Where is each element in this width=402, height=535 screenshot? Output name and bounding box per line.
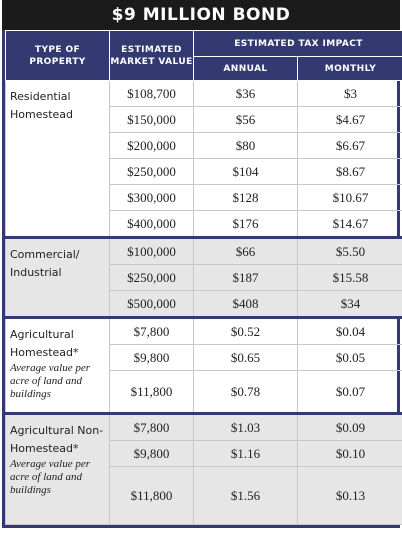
table-row: Commercial/ Industrial $100,000 $66 $5.50 bbox=[5, 236, 402, 318]
market-value-cell: $7,800 bbox=[109, 316, 194, 345]
table-row: $400,000 $176 $14.67 bbox=[6, 210, 402, 238]
monthly-tax-cell: $0.04 bbox=[297, 316, 402, 345]
monthly-tax-cell: $15.58 bbox=[297, 264, 402, 291]
annual-tax-cell: $36 bbox=[193, 80, 298, 107]
property-type-label: Commercial/ Industrial bbox=[10, 248, 80, 279]
market-value-cell: $150,000 bbox=[109, 106, 194, 133]
market-value-cell: $108,700 bbox=[109, 80, 194, 107]
header-estimated-tax-impact: ESTIMATED TAX IMPACT bbox=[193, 30, 402, 57]
table-row: $500,000 $408 $34 bbox=[6, 290, 402, 318]
table-row: Agricultural Homestead* Average value per… bbox=[5, 316, 402, 414]
table-row: $250,000 $187 $15.58 bbox=[6, 264, 402, 291]
annual-tax-cell: $128 bbox=[193, 184, 298, 211]
monthly-tax-cell: $0.09 bbox=[297, 412, 402, 441]
table-row: $11,800 $0.78 $0.07 bbox=[6, 370, 402, 414]
monthly-tax-cell: $34 bbox=[297, 290, 402, 318]
market-value-cell: $250,000 bbox=[109, 158, 194, 185]
property-type-label: Agricultural Homestead* bbox=[10, 328, 79, 359]
property-type-label: Agricultural Non-Homestead* bbox=[10, 424, 104, 455]
annual-tax-cell: $56 bbox=[193, 106, 298, 133]
annual-tax-cell: $0.65 bbox=[193, 344, 298, 371]
table-row: $250,000 $104 $8.67 bbox=[6, 158, 402, 185]
monthly-tax-cell: $0.05 bbox=[297, 344, 402, 371]
annual-tax-cell: $176 bbox=[193, 210, 298, 238]
table-row: Residential Homestead $108,700 $36 $3 bbox=[5, 80, 402, 238]
market-value-cell: $300,000 bbox=[109, 184, 194, 211]
market-value-cell: $400,000 bbox=[109, 210, 194, 238]
market-value-cell: $9,800 bbox=[109, 440, 194, 467]
annual-tax-cell: $408 bbox=[193, 290, 298, 318]
monthly-tax-cell: $10.67 bbox=[297, 184, 402, 211]
header-type-of-property: TYPE OF PROPERTY bbox=[5, 30, 110, 81]
annual-tax-cell: $104 bbox=[193, 158, 298, 185]
table-title: $9 MILLION BOND bbox=[2, 0, 400, 30]
monthly-tax-cell: $14.67 bbox=[297, 210, 402, 238]
tax-impact-table: TYPE OF PROPERTY ESTIMATED MARKET VALUE … bbox=[5, 30, 402, 525]
annual-tax-cell: $66 bbox=[193, 236, 298, 265]
table-row: $9,800 $1.16 $0.10 bbox=[6, 440, 402, 467]
monthly-tax-cell: $3 bbox=[297, 80, 402, 107]
annual-tax-cell: $80 bbox=[193, 132, 298, 159]
table-row: $300,000 $128 $10.67 bbox=[6, 184, 402, 211]
property-type-cell: Agricultural Non-Homestead* Average value… bbox=[5, 412, 110, 525]
market-value-cell: $9,800 bbox=[109, 344, 194, 371]
market-value-cell: $100,000 bbox=[109, 236, 194, 265]
property-type-label: Residential Homestead bbox=[10, 90, 74, 121]
property-type-cell: Agricultural Homestead* Average value per… bbox=[5, 316, 110, 414]
annual-tax-cell: $1.56 bbox=[193, 466, 298, 525]
header-monthly: MONTHLY bbox=[297, 56, 402, 81]
monthly-tax-cell: $6.67 bbox=[297, 132, 402, 159]
annual-tax-cell: $1.16 bbox=[193, 440, 298, 467]
table-box: TYPE OF PROPERTY ESTIMATED MARKET VALUE … bbox=[2, 30, 402, 528]
market-value-cell: $250,000 bbox=[109, 264, 194, 291]
market-value-cell: $11,800 bbox=[109, 370, 194, 414]
market-value-cell: $11,800 bbox=[109, 466, 194, 525]
header-annual: ANNUAL bbox=[193, 56, 298, 81]
monthly-tax-cell: $0.13 bbox=[297, 466, 402, 525]
market-value-cell: $7,800 bbox=[109, 412, 194, 441]
annual-tax-cell: $0.78 bbox=[193, 370, 298, 414]
annual-tax-cell: $1.03 bbox=[193, 412, 298, 441]
annual-tax-cell: $187 bbox=[193, 264, 298, 291]
market-value-cell: $500,000 bbox=[109, 290, 194, 318]
monthly-tax-cell: $4.67 bbox=[297, 106, 402, 133]
property-type-cell: Residential Homestead bbox=[5, 80, 110, 238]
table-row: $11,800 $1.56 $0.13 bbox=[6, 466, 402, 525]
annual-tax-cell: $0.52 bbox=[193, 316, 298, 345]
monthly-tax-cell: $8.67 bbox=[297, 158, 402, 185]
property-type-note: Average value per acre of land and build… bbox=[10, 458, 91, 496]
monthly-tax-cell: $0.07 bbox=[297, 370, 402, 414]
table-row: Agricultural Non-Homestead* Average value… bbox=[5, 412, 402, 525]
market-value-cell: $200,000 bbox=[109, 132, 194, 159]
property-type-note: Average value per acre of land and build… bbox=[10, 362, 91, 400]
monthly-tax-cell: $0.10 bbox=[297, 440, 402, 467]
monthly-tax-cell: $5.50 bbox=[297, 236, 402, 265]
table-body: Residential Homestead $108,700 $36 $3 $150,0… bbox=[5, 80, 402, 525]
property-type-cell: Commercial/ Industrial bbox=[5, 236, 110, 318]
header-estimated-market-value: ESTIMATED MARKET VALUE bbox=[109, 30, 194, 81]
